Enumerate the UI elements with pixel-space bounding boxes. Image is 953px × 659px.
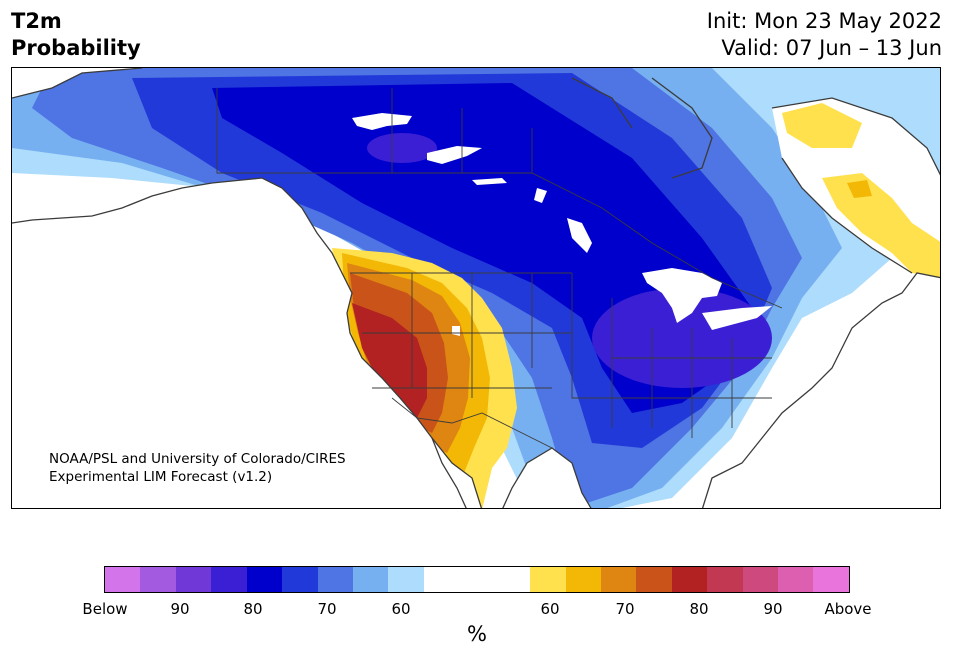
colorbar-tick-label: 60 — [540, 600, 560, 618]
colorbar-segment — [707, 567, 743, 592]
forecast-dates: Init: Mon 23 May 2022 Valid: 07 Jun – 13… — [707, 8, 942, 62]
colorbar-segment — [778, 567, 814, 592]
colorbar-segment — [742, 567, 779, 592]
credit-line-2: Experimental LIM Forecast (v1.2) — [49, 469, 273, 485]
init-date: Init: Mon 23 May 2022 — [706, 9, 942, 33]
colorbar-tick-label: 80 — [243, 600, 263, 618]
colorbar-tick-label: 60 — [391, 600, 411, 618]
credit-line-1: NOAA/PSL and University of Colorado/CIRE… — [49, 451, 346, 467]
colorbar-tick-label: Above — [824, 600, 872, 618]
colorbar-segment — [600, 567, 637, 592]
colorbar-segment — [140, 567, 176, 592]
colorbar-tick-label: 80 — [689, 600, 709, 618]
lakes — [352, 113, 772, 336]
colorbar-segment — [282, 567, 318, 592]
colorbar-segment — [671, 567, 708, 592]
colorbar-segment — [423, 567, 531, 592]
colorbar-segment — [565, 567, 601, 592]
valid-range: Valid: 07 Jun – 13 Jun — [721, 36, 942, 60]
colorbar-segment — [813, 567, 849, 592]
colorbar-segment — [246, 567, 283, 592]
colorbar-segment — [317, 567, 353, 592]
colorbar-segment — [636, 567, 672, 592]
units-label: % — [467, 622, 487, 646]
colorbar-tick-label: 90 — [763, 600, 783, 618]
colorbar-tick-label: 70 — [317, 600, 337, 618]
political-borders — [216, 88, 783, 449]
probability-shading — [12, 68, 940, 508]
credit-text: NOAA/PSL and University of Colorado/CIRE… — [49, 450, 346, 486]
colorbar-tick-label: 90 — [170, 600, 190, 618]
colorbar-segment — [352, 567, 389, 592]
colorbar — [104, 566, 850, 593]
title-variable: T2m — [11, 9, 62, 33]
colorbar-segment — [211, 567, 247, 592]
colorbar-segment — [388, 567, 424, 592]
title-probability: Probability — [11, 36, 141, 60]
colorbar-segment — [530, 567, 566, 592]
colorbar-tick-label: Below — [82, 600, 128, 618]
colorbar-segment — [175, 567, 212, 592]
map-panel — [11, 67, 941, 509]
colorbar-segment — [105, 567, 141, 592]
chart-title: T2m Probability — [11, 8, 141, 62]
probability-map — [12, 68, 940, 508]
colorbar-tick-label: 70 — [615, 600, 635, 618]
